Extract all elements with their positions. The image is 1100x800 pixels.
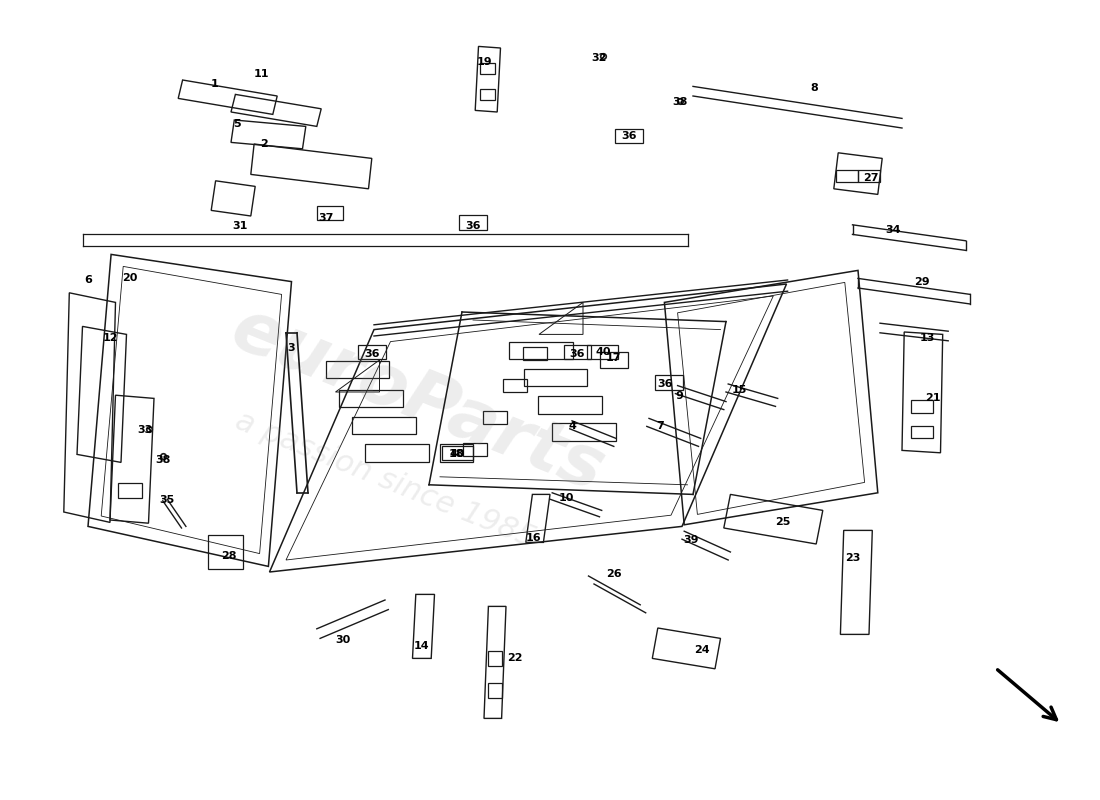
Text: 13: 13 bbox=[920, 333, 935, 342]
Bar bbox=[911, 426, 933, 438]
Text: 22: 22 bbox=[507, 653, 522, 662]
Bar bbox=[538, 396, 602, 414]
Text: 36: 36 bbox=[465, 221, 481, 230]
Bar bbox=[359, 345, 386, 359]
Text: 23: 23 bbox=[845, 554, 860, 563]
Text: 4: 4 bbox=[568, 421, 576, 430]
Bar bbox=[352, 417, 416, 434]
Text: 2: 2 bbox=[260, 139, 268, 149]
Text: 40: 40 bbox=[450, 450, 465, 459]
Text: 7: 7 bbox=[656, 421, 664, 430]
Text: 18: 18 bbox=[449, 450, 464, 459]
Text: 11: 11 bbox=[254, 69, 270, 78]
Text: euroParts: euroParts bbox=[221, 294, 615, 506]
Text: 34: 34 bbox=[886, 226, 901, 235]
Text: 38: 38 bbox=[672, 98, 688, 107]
Bar bbox=[524, 369, 587, 386]
Text: 30: 30 bbox=[336, 635, 351, 645]
Text: 36: 36 bbox=[570, 349, 585, 358]
Bar bbox=[509, 342, 573, 359]
Text: 33: 33 bbox=[138, 426, 153, 435]
Bar bbox=[463, 442, 487, 456]
Text: 3: 3 bbox=[288, 343, 295, 353]
Text: 35: 35 bbox=[160, 495, 175, 505]
Text: 21: 21 bbox=[925, 394, 940, 403]
Bar bbox=[656, 375, 682, 390]
Bar bbox=[365, 444, 429, 462]
Text: 29: 29 bbox=[914, 277, 929, 286]
Text: 36: 36 bbox=[621, 131, 637, 141]
Bar bbox=[587, 345, 618, 359]
Text: 14: 14 bbox=[414, 642, 429, 651]
Text: 6: 6 bbox=[84, 275, 92, 285]
Text: 12: 12 bbox=[102, 333, 118, 342]
Text: 25: 25 bbox=[776, 517, 791, 526]
Text: a passion since 1985: a passion since 1985 bbox=[231, 406, 539, 554]
Bar bbox=[440, 444, 473, 462]
Text: 10: 10 bbox=[559, 493, 574, 502]
Bar bbox=[208, 535, 243, 569]
Bar bbox=[488, 683, 502, 698]
Bar bbox=[460, 215, 486, 230]
Text: 8: 8 bbox=[810, 83, 818, 93]
Bar bbox=[483, 411, 507, 424]
Text: 5: 5 bbox=[233, 119, 240, 129]
Text: 38: 38 bbox=[155, 455, 170, 465]
Bar bbox=[858, 170, 880, 182]
Bar bbox=[118, 483, 142, 498]
Text: 20: 20 bbox=[122, 274, 138, 283]
Bar bbox=[480, 63, 495, 74]
Bar bbox=[339, 390, 403, 407]
Text: 16: 16 bbox=[526, 533, 541, 542]
Bar bbox=[488, 651, 502, 666]
Bar bbox=[601, 352, 627, 368]
Bar bbox=[503, 378, 527, 392]
Text: 36: 36 bbox=[658, 379, 673, 389]
Text: 9: 9 bbox=[675, 391, 684, 401]
Text: 26: 26 bbox=[606, 570, 621, 579]
Bar bbox=[616, 129, 642, 143]
Bar bbox=[480, 89, 495, 100]
Text: 28: 28 bbox=[221, 551, 236, 561]
Text: 31: 31 bbox=[232, 221, 248, 230]
Text: 32: 32 bbox=[592, 53, 607, 62]
Bar bbox=[326, 361, 389, 378]
Bar bbox=[911, 400, 933, 413]
Text: 37: 37 bbox=[318, 213, 333, 222]
Text: 17: 17 bbox=[606, 354, 621, 363]
Text: 36: 36 bbox=[364, 349, 380, 358]
Bar bbox=[836, 170, 858, 182]
Bar bbox=[442, 446, 473, 460]
Text: 40: 40 bbox=[595, 347, 610, 357]
Text: 24: 24 bbox=[694, 645, 710, 654]
Text: 15: 15 bbox=[732, 386, 747, 395]
Text: 19: 19 bbox=[476, 58, 492, 67]
Bar bbox=[564, 345, 592, 359]
Text: 39: 39 bbox=[683, 535, 698, 545]
Bar bbox=[317, 206, 343, 220]
Text: 1: 1 bbox=[210, 79, 219, 89]
Bar bbox=[522, 346, 547, 360]
Text: 27: 27 bbox=[864, 173, 879, 182]
Bar bbox=[552, 423, 616, 441]
